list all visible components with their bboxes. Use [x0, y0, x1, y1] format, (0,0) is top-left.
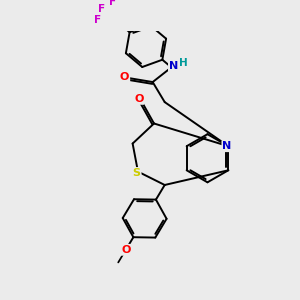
Text: S: S: [133, 168, 141, 178]
Text: F: F: [109, 0, 116, 8]
Text: F: F: [94, 15, 101, 25]
Text: H: H: [179, 58, 188, 68]
Text: O: O: [134, 94, 143, 104]
Text: N: N: [222, 141, 232, 151]
Text: N: N: [169, 61, 178, 71]
Text: O: O: [120, 72, 129, 82]
Text: O: O: [121, 245, 130, 255]
Text: F: F: [98, 4, 105, 14]
